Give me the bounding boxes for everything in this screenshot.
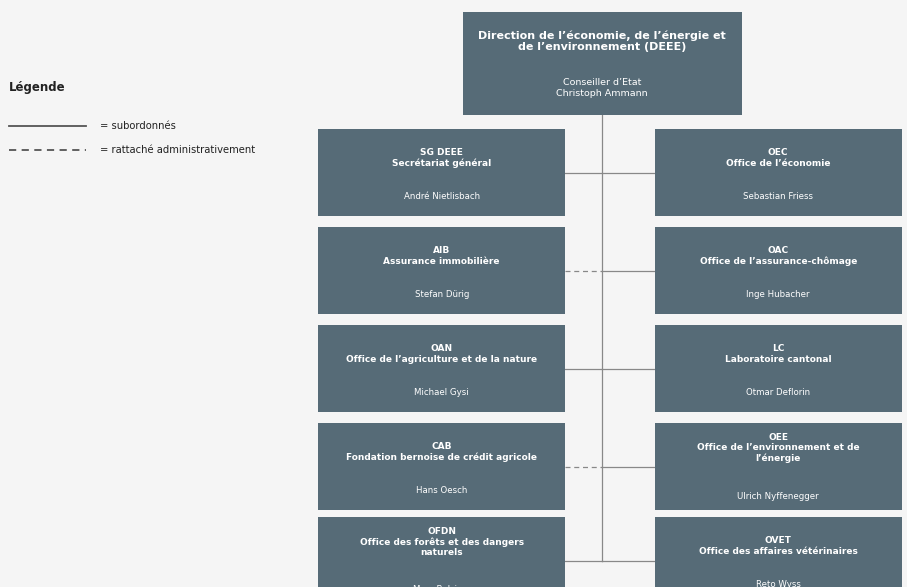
Text: OEE
Office de l’environnement et de
l’énergie: OEE Office de l’environnement et de l’én… <box>697 433 860 463</box>
Text: Otmar Deflorin: Otmar Deflorin <box>746 387 810 397</box>
Text: Hans Oesch: Hans Oesch <box>416 485 467 495</box>
Text: Sebastian Friess: Sebastian Friess <box>743 191 814 201</box>
FancyBboxPatch shape <box>318 325 565 412</box>
Text: OAC
Office de l’assurance-chômage: OAC Office de l’assurance-chômage <box>699 246 857 266</box>
Text: SG DEEE
Secrétariat général: SG DEEE Secrétariat général <box>392 148 492 168</box>
FancyBboxPatch shape <box>655 423 902 510</box>
Text: OEC
Office de l’économie: OEC Office de l’économie <box>726 148 831 168</box>
Text: OFDN
Office des forêts et des dangers
naturels: OFDN Office des forêts et des dangers na… <box>360 527 523 557</box>
Text: Inge Hubacher: Inge Hubacher <box>746 289 810 299</box>
Text: OAN
Office de l’agriculture et de la nature: OAN Office de l’agriculture et de la nat… <box>346 344 537 364</box>
FancyBboxPatch shape <box>318 517 565 587</box>
FancyBboxPatch shape <box>463 12 742 115</box>
Text: = rattaché administrativement: = rattaché administrativement <box>100 144 255 155</box>
Text: = subordonnés: = subordonnés <box>100 121 176 131</box>
Text: André Nietlisbach: André Nietlisbach <box>404 191 480 201</box>
FancyBboxPatch shape <box>318 227 565 314</box>
FancyBboxPatch shape <box>318 129 565 216</box>
Text: Stefan Dürig: Stefan Dürig <box>414 289 469 299</box>
FancyBboxPatch shape <box>655 517 902 587</box>
Text: Marc Balsiger: Marc Balsiger <box>413 585 471 587</box>
Text: CAB
Fondation bernoise de crédit agricole: CAB Fondation bernoise de crédit agricol… <box>346 442 537 462</box>
Text: Conseiller d’Etat
Christoph Ammann: Conseiller d’Etat Christoph Ammann <box>556 78 649 98</box>
Text: Ulrich Nyffenegger: Ulrich Nyffenegger <box>737 491 819 501</box>
Text: Reto Wyss: Reto Wyss <box>756 579 801 587</box>
FancyBboxPatch shape <box>318 423 565 510</box>
Text: Légende: Légende <box>9 81 65 94</box>
Text: Michael Gysi: Michael Gysi <box>414 387 469 397</box>
Text: OVET
Office des affaires vétérinaires: OVET Office des affaires vétérinaires <box>698 536 858 556</box>
FancyBboxPatch shape <box>655 325 902 412</box>
Text: LC
Laboratoire cantonal: LC Laboratoire cantonal <box>725 344 832 364</box>
Text: Direction de l’économie, de l’énergie et
de l’environnement (DEEE): Direction de l’économie, de l’énergie et… <box>478 30 727 52</box>
Text: AIB
Assurance immobilière: AIB Assurance immobilière <box>384 246 500 266</box>
FancyBboxPatch shape <box>655 227 902 314</box>
FancyBboxPatch shape <box>655 129 902 216</box>
